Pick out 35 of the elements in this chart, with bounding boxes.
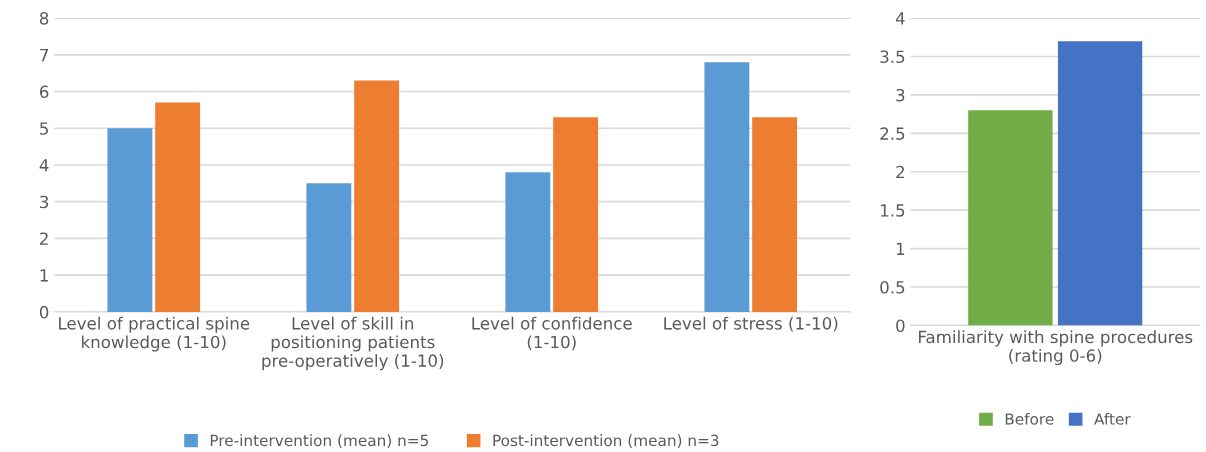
bar: [155, 102, 201, 312]
y-tick-label: 6: [39, 85, 49, 99]
y-tick-label: 3: [896, 88, 905, 102]
y-tick-label: 2.5: [880, 127, 905, 140]
y-tick-label: 8: [39, 12, 49, 25]
y-tick-label: 0: [39, 305, 49, 319]
bar: [704, 62, 750, 312]
y-tick-label: 4: [895, 12, 905, 25]
x-tick-label: Familiarity with spine procedures (rating 0-6): [919, 330, 1193, 366]
legend-label: Post-intervention (mean) n=3: [493, 434, 719, 448]
x-tick-label: Level of stress (1-10): [664, 316, 838, 332]
y-tick-label: 2: [40, 232, 48, 245]
bar: [553, 117, 599, 312]
legend-label: Before: [1005, 412, 1054, 425]
bar: [107, 128, 153, 312]
legend-label: After: [1094, 412, 1131, 425]
x-tick-label: Level of confidence (1-10): [472, 316, 632, 351]
x-tick-label: Level of skill in positioning patients pre-operatively (1-10): [262, 316, 444, 371]
y-tick-label: 4: [39, 159, 49, 172]
bar: [505, 172, 551, 312]
bar: [354, 80, 400, 312]
y-tick-label: 1.5: [880, 204, 905, 217]
y-tick-label: 0: [896, 319, 905, 333]
y-tick-label: 0.5: [880, 280, 905, 294]
y-tick-label: 3: [40, 195, 49, 209]
y-tick-label: 3.5: [880, 50, 905, 64]
y-tick-label: 7: [40, 48, 48, 62]
y-tick-label: 5: [40, 122, 48, 135]
y-tick-label: 1: [40, 269, 48, 282]
bar: [306, 183, 352, 312]
bar: [752, 117, 798, 312]
x-tick-label: Level of practical spine knowledge (1-10): [59, 316, 250, 352]
y-tick-label: 2: [896, 165, 904, 179]
legend-label: Pre-intervention (mean) n=5: [210, 434, 428, 448]
y-tick-label: 1: [896, 242, 905, 255]
